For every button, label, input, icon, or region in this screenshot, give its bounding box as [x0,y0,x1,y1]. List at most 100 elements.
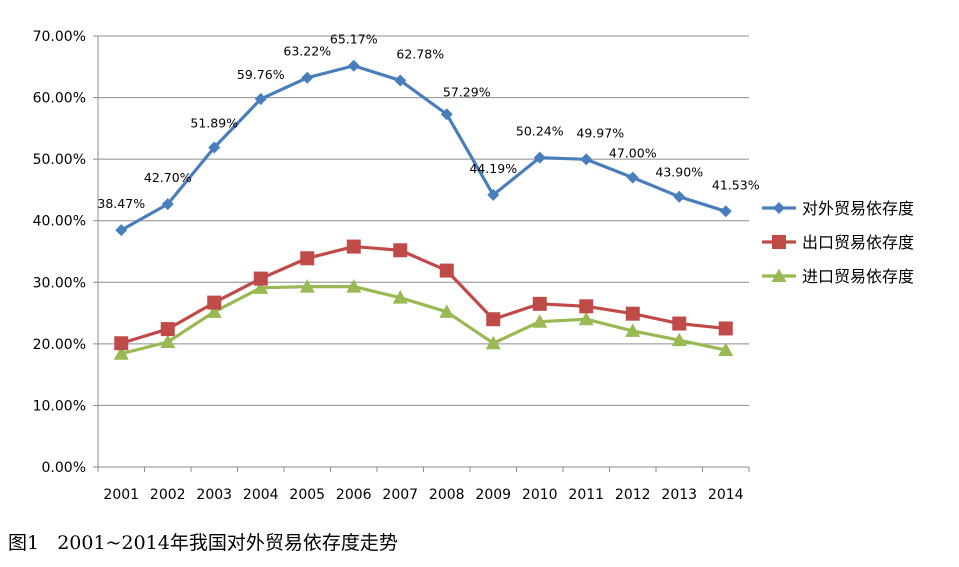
data-point [114,336,129,351]
data-point [347,59,360,72]
data-point [161,198,174,211]
data-point [394,74,407,87]
data-point [532,314,548,328]
data-point [673,190,686,203]
series-0: 38.47% 42.70% 51.89% 59.76% 63.22%65.17% 62.7… [97,32,760,237]
legend-marker [772,235,786,249]
x-tick-label: 2006 [336,487,372,503]
y-tick-label: 40.00% [33,214,86,230]
x-tick-label: 2013 [661,487,697,503]
x-tick-labels: 2001 2002 2003 2004 2005 2006 2007 2008 2009 2010… [103,487,743,503]
axes [93,35,750,472]
y-tick-label: 0.00% [42,460,86,476]
data-point [160,334,176,349]
x-tick-label: 2005 [289,487,325,503]
data-label: 63.22% [283,44,331,59]
y-tick-label: 30.00% [33,275,86,291]
data-point [580,153,593,166]
data-point [346,239,361,254]
data-point [718,342,734,357]
data-label: 62.78% [396,46,444,61]
x-tick-label: 2014 [708,487,744,503]
y-tick-label: 50.00% [33,152,86,168]
legend-marker [771,268,787,282]
data-label: 42.70% [144,170,192,185]
data-point [487,188,500,201]
data-point [301,71,314,84]
data-point [393,243,408,258]
data-point [440,108,453,121]
data-point [533,151,546,164]
x-tick-label: 2012 [615,487,651,503]
data-point [671,332,687,347]
data-point [254,93,267,106]
series-line [120,244,726,345]
data-point [486,312,501,327]
legend-label: 出口贸易依存度 [802,233,914,252]
data-point [578,311,594,326]
series-line [120,284,727,356]
x-tick-label: 2007 [382,487,418,503]
data-point [207,295,222,310]
data-point [115,224,128,237]
data-label: 38.47% [97,196,145,211]
x-tick-label: 2004 [243,487,279,503]
gridlines [98,35,749,406]
data-point [253,280,269,294]
data-label: 51.89% [190,116,238,131]
x-tick-label: 2001 [103,487,139,503]
series-2 [113,279,734,360]
data-point [299,279,315,293]
legend-item-0: 对外贸易依存度 [762,199,914,218]
legend-item-1: 出口贸易依存度 [762,233,914,252]
data-label: 43.90% [655,165,703,180]
data-point [300,251,315,266]
legend-label: 对外贸易依存度 [802,199,914,218]
x-tick-label: 2010 [522,487,558,503]
data-point [718,321,733,336]
y-tick-label: 70.00% [33,29,86,45]
legend-label: 进口贸易依存度 [802,267,914,286]
data-label: 49.97% [576,125,624,140]
data-label: 57.29% [443,84,491,99]
data-point [113,346,129,360]
data-point [392,290,408,304]
data-point [208,141,221,154]
data-point [579,299,594,314]
series-line [120,64,727,232]
data-point [625,323,641,337]
data-point [346,279,362,293]
line-chart: 0.00% 10.00% 20.00% 30.00% 40.00% 50.00% 60.00… [33,29,914,503]
data-point [485,335,501,350]
y-tick-labels: 0.00% 10.00% 20.00% 30.00% 40.00% 50.00% 60.00… [33,29,86,476]
y-tick-label: 20.00% [33,337,86,353]
data-label: 41.53% [712,177,760,192]
data-label: 59.76% [237,67,285,82]
data-label: 50.24% [516,124,564,139]
data-point [626,171,639,184]
series-group: 38.47% 42.70% 51.89% 59.76% 63.22%65.17% 62.7… [97,32,760,360]
x-tick-label: 2008 [429,487,465,503]
data-label: 47.00% [609,146,657,161]
y-tick-label: 10.00% [33,398,86,414]
x-tick-label: 2003 [196,487,232,503]
data-label: 44.19% [469,161,517,176]
data-point [439,304,455,318]
x-tick-label: 2011 [568,487,604,503]
data-point [532,296,547,311]
y-tick-label: 60.00% [33,91,86,107]
figure-caption: 图1 2001~2014年我国对外贸易依存度走势 [8,532,398,554]
data-point [253,271,268,286]
data-point [206,304,222,318]
data-label: 65.17% [330,32,378,47]
data-point [625,306,640,321]
series-1 [114,239,733,351]
data-point [160,322,175,337]
x-tick-label: 2002 [150,487,186,503]
data-point [439,263,454,278]
legend-item-2: 进口贸易依存度 [762,267,914,286]
data-point [719,205,732,218]
legend-marker [773,202,785,214]
data-point [672,316,687,331]
